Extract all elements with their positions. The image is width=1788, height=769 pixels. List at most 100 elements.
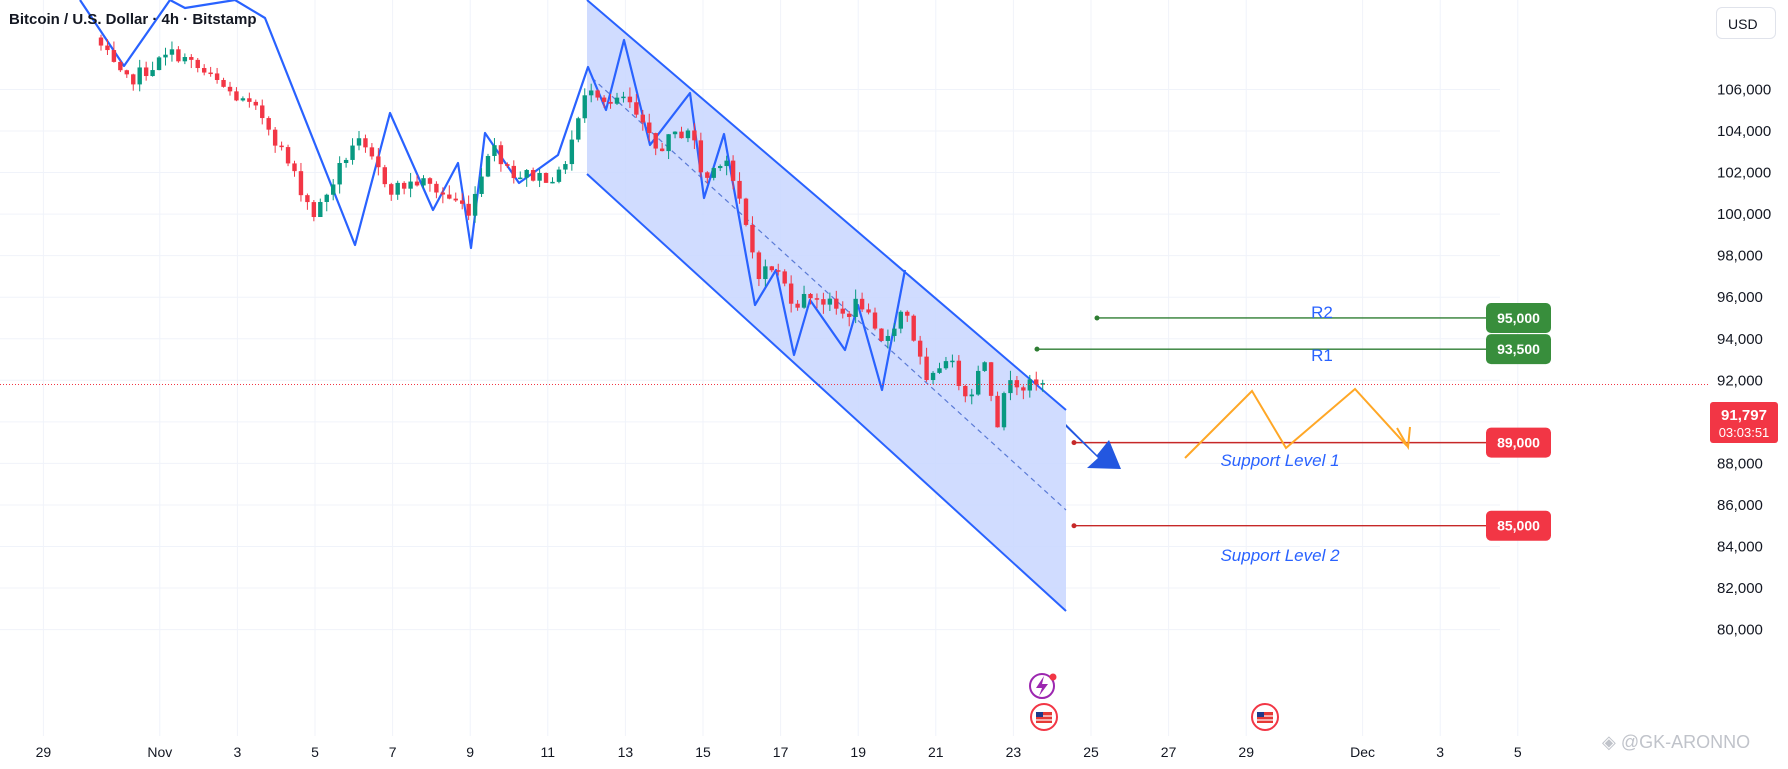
candle-body bbox=[518, 177, 523, 180]
channel-fill bbox=[587, 0, 1066, 611]
candle-body bbox=[724, 160, 729, 167]
level-tag bbox=[1486, 334, 1551, 365]
candle-body bbox=[169, 49, 175, 55]
level-price: 89,000 bbox=[1497, 435, 1540, 451]
candle-body bbox=[253, 101, 258, 106]
level-name: Support Level 2 bbox=[1220, 546, 1340, 565]
candle-body bbox=[976, 370, 981, 395]
candle-body bbox=[537, 172, 542, 181]
candle-body bbox=[679, 131, 684, 139]
candle-body bbox=[118, 61, 123, 71]
channel-midline bbox=[591, 77, 1067, 511]
candle-body bbox=[298, 171, 304, 196]
candle-body bbox=[285, 147, 291, 164]
time-axis: 29 Nov 3 5 7 9 11 13 15 17 19 21 23 25 27 29 Dec 3 5 bbox=[36, 744, 1522, 760]
candle-body bbox=[769, 266, 774, 271]
candle-body bbox=[208, 72, 213, 75]
candle-body bbox=[627, 96, 633, 103]
candle-body bbox=[814, 298, 820, 300]
candle-body bbox=[195, 59, 200, 69]
candle-body bbox=[1001, 393, 1007, 428]
level-tag bbox=[1486, 302, 1551, 333]
candle-body bbox=[421, 178, 426, 186]
candle-body bbox=[434, 183, 439, 193]
last-price-countdown: 03:03:51 bbox=[1719, 425, 1770, 440]
level-tag bbox=[1486, 427, 1551, 458]
time-tick: 13 bbox=[618, 744, 634, 760]
candle-body bbox=[788, 283, 794, 304]
candle-body bbox=[279, 145, 284, 148]
candle-body bbox=[827, 298, 833, 305]
candle-body bbox=[356, 138, 362, 146]
level-anchor bbox=[1094, 315, 1100, 321]
candle-body bbox=[872, 312, 878, 329]
projection bbox=[1066, 387, 1411, 469]
down-arrow bbox=[1066, 424, 1121, 469]
candle-body bbox=[453, 198, 458, 201]
candle-body bbox=[292, 163, 297, 172]
candle-body bbox=[543, 172, 549, 183]
candle-body bbox=[221, 79, 226, 87]
candle-body bbox=[930, 372, 936, 381]
candle-body bbox=[582, 95, 587, 119]
candle-body bbox=[956, 360, 962, 386]
candle-body bbox=[137, 67, 142, 85]
candle-body bbox=[240, 98, 246, 101]
currency-selector[interactable]: USD bbox=[1716, 7, 1776, 39]
candle-body bbox=[479, 176, 484, 194]
candle-body bbox=[601, 97, 607, 102]
candle-body bbox=[124, 70, 129, 75]
candle-body bbox=[801, 293, 807, 308]
candle-body bbox=[653, 133, 658, 149]
candle-body bbox=[995, 395, 1000, 428]
grid bbox=[0, 0, 1519, 736]
candle-body bbox=[472, 193, 478, 216]
candle-body bbox=[647, 122, 652, 134]
time-tick: 21 bbox=[928, 744, 944, 760]
candle-body bbox=[608, 101, 613, 104]
candle-body bbox=[782, 271, 787, 284]
time-tick: 11 bbox=[541, 744, 556, 760]
candle-body bbox=[485, 155, 491, 177]
candle-body bbox=[98, 37, 104, 46]
price-tick: 104,000 bbox=[1717, 123, 1771, 140]
candle-body bbox=[266, 118, 271, 130]
candle-body bbox=[105, 45, 110, 51]
price-tick: 98,000 bbox=[1717, 248, 1763, 265]
watermark: ◈ @GK-ARONNO bbox=[1602, 732, 1750, 752]
candle-body bbox=[163, 54, 168, 58]
zigzag-line bbox=[79, 0, 907, 392]
candle-body bbox=[950, 360, 955, 363]
us-flag-icon-stripes bbox=[1257, 712, 1273, 723]
price-axis: 80,00082,00084,00086,00088,00090,00092,0… bbox=[1710, 81, 1778, 639]
candle-body bbox=[382, 167, 387, 185]
time-tick: 15 bbox=[695, 744, 711, 760]
candle-body bbox=[324, 194, 329, 202]
time-tick: 3 bbox=[234, 744, 242, 760]
candle-body bbox=[182, 57, 188, 62]
price-tick: 84,000 bbox=[1717, 539, 1763, 556]
level-name: Support Level 1 bbox=[1220, 451, 1339, 470]
descending-channel bbox=[586, 0, 1067, 612]
level-anchor bbox=[1071, 440, 1077, 446]
candle-body bbox=[685, 130, 691, 139]
time-tick: 5 bbox=[1514, 744, 1522, 760]
candle-body bbox=[937, 368, 942, 373]
candle-body bbox=[776, 270, 781, 272]
candle-body bbox=[692, 130, 697, 141]
candle-body bbox=[556, 169, 562, 182]
candle-body bbox=[666, 134, 671, 152]
candle-body bbox=[743, 198, 749, 225]
price-tick: 94,000 bbox=[1717, 331, 1763, 348]
candle-body bbox=[730, 160, 736, 181]
candle-body bbox=[111, 50, 117, 62]
candle-body bbox=[305, 195, 310, 203]
level-anchor bbox=[1071, 523, 1077, 529]
level-anchor bbox=[1034, 346, 1040, 352]
candle-body bbox=[756, 252, 762, 280]
level-name: R2 bbox=[1311, 303, 1333, 322]
us-flag-icon-canton bbox=[1036, 712, 1043, 717]
candle-body bbox=[711, 168, 716, 178]
time-tick: 9 bbox=[466, 744, 474, 760]
